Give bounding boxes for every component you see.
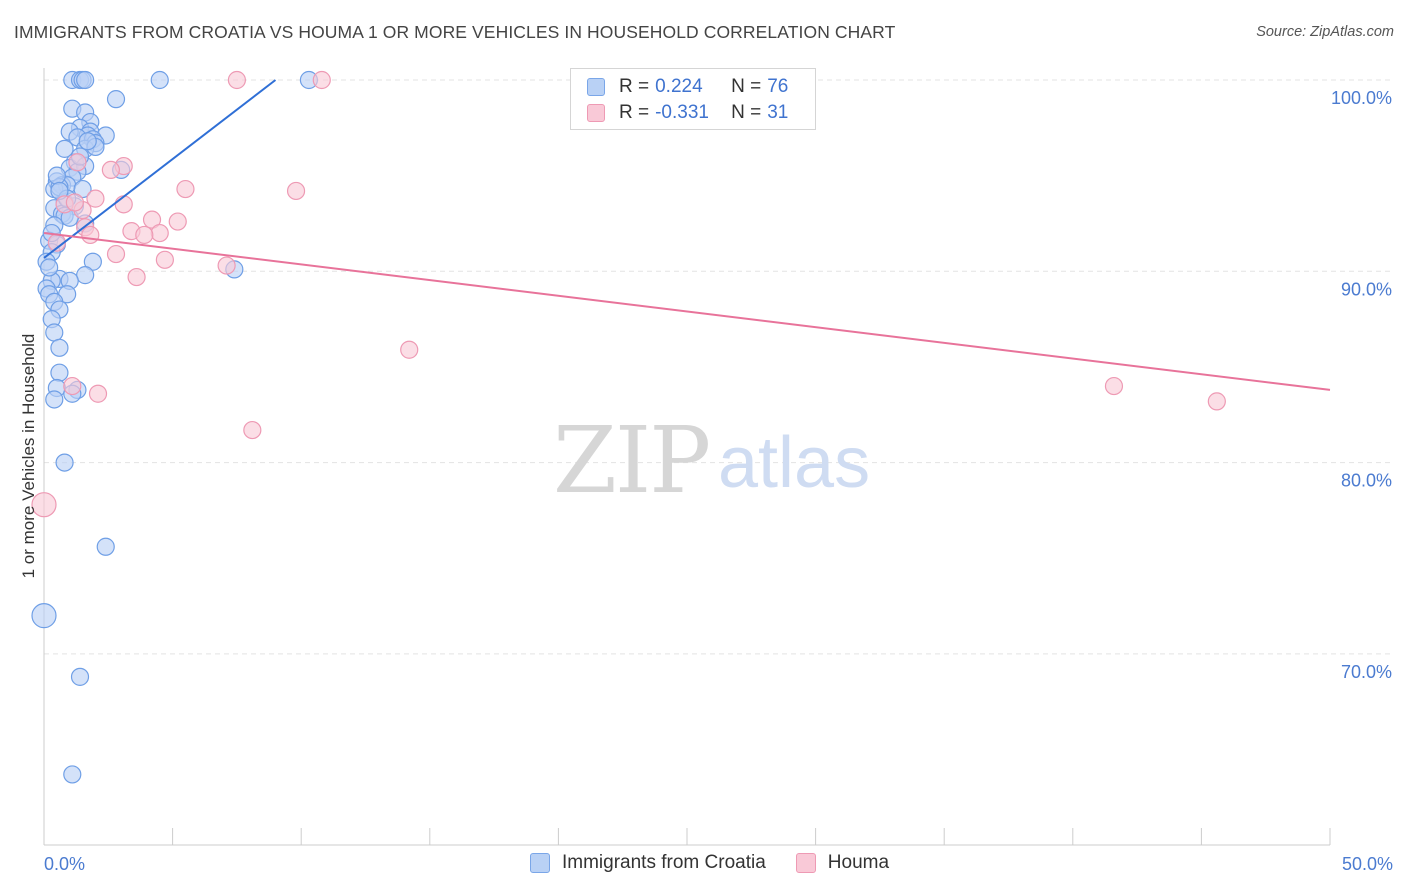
croatia-point	[45, 390, 64, 409]
croatia-point	[47, 166, 66, 185]
houma-point	[400, 340, 419, 359]
croatia-point	[96, 537, 115, 556]
croatia-point	[106, 90, 126, 109]
croatia-point	[50, 363, 69, 382]
legend-r-value: 0.224	[655, 76, 703, 97]
houma-point	[168, 212, 187, 231]
croatia-point	[70, 667, 90, 686]
legend-n-label: N =	[731, 76, 762, 97]
legend-r-label: R =	[619, 102, 650, 123]
croatia-point	[55, 139, 74, 158]
houma-point	[31, 492, 57, 518]
houma-point	[135, 225, 154, 245]
houma-point	[142, 210, 162, 229]
legend-label-houma: Houma	[827, 852, 890, 873]
houma-point	[88, 384, 108, 403]
source-credit: Source: ZipAtlas.com	[1256, 24, 1394, 40]
croatia-point	[73, 179, 92, 199]
legend-row-croatia: R = 0.224 N = 76	[587, 74, 788, 100]
houma-point	[176, 179, 195, 199]
houma-point	[114, 195, 133, 214]
houma-trend-line	[43, 232, 1331, 391]
legend-item-croatia[interactable]: Immigrants from Croatia	[530, 852, 766, 874]
croatia-point	[40, 258, 59, 277]
legend-swatch-blue	[587, 78, 605, 96]
x-tick-label: 50.0%	[1342, 854, 1393, 874]
croatia-point	[83, 252, 102, 271]
houma-point	[243, 420, 262, 440]
legend-swatch-blue	[530, 853, 550, 873]
y-tick-label: 80.0%	[1341, 471, 1392, 491]
watermark-atlas: atlas	[718, 423, 870, 503]
legend-swatch-pink	[587, 104, 605, 122]
stats-legend: R = 0.224 N = 76 R = -0.331 N = 31	[570, 68, 816, 130]
legend-swatch-pink	[795, 853, 816, 873]
houma-point	[155, 250, 174, 269]
trend-lines	[43, 79, 1331, 391]
croatia-point	[45, 323, 64, 342]
x-tick-label: 0.0%	[44, 854, 85, 874]
houma-point	[312, 70, 331, 90]
houma-point	[127, 267, 146, 287]
legend-n-value: 31	[767, 102, 789, 123]
legend-r-label: R =	[619, 76, 650, 97]
legend-row-houma: R = -0.331 N = 31	[587, 100, 788, 126]
croatia-point	[76, 70, 95, 90]
legend-item-houma[interactable]: Houma	[795, 852, 890, 874]
y-axis-label: 1 or more Vehicles in Household	[19, 334, 38, 579]
series-legend: Immigrants from Croatia Houma	[530, 852, 919, 874]
data-points	[31, 70, 1226, 784]
legend-r-value: -0.331	[655, 102, 709, 123]
tick-labels: 100.0% 90.0% 80.0% 70.0% 0.0% 50.0%	[44, 88, 1393, 874]
chart-title: IMMIGRANTS FROM CROATIA VS HOUMA 1 OR MO…	[14, 22, 896, 42]
houma-point	[286, 181, 306, 201]
houma-point	[101, 160, 120, 180]
houma-point	[68, 153, 87, 172]
croatia-point	[55, 453, 74, 472]
watermark: ZIP atlas	[553, 407, 870, 514]
croatia-point	[150, 70, 169, 90]
houma-point	[106, 244, 126, 264]
y-tick-label: 70.0%	[1341, 662, 1392, 682]
houma-point	[227, 70, 246, 90]
houma-point	[81, 225, 100, 245]
houma-point	[217, 256, 236, 275]
croatia-point	[50, 338, 69, 357]
croatia-point	[76, 266, 95, 285]
legend-n-value: 76	[767, 76, 789, 97]
legend-n-label: N =	[731, 102, 762, 123]
croatia-point	[78, 132, 97, 151]
croatia-point	[63, 765, 82, 784]
houma-point	[86, 189, 105, 208]
y-tick-label: 100.0%	[1331, 88, 1392, 108]
houma-point	[65, 193, 84, 212]
legend-label-croatia: Immigrants from Croatia	[562, 852, 766, 873]
grid-lines	[44, 79, 1392, 655]
y-tick-label: 90.0%	[1341, 279, 1392, 299]
houma-point	[63, 376, 82, 396]
houma-point	[1207, 392, 1226, 411]
watermark-zip: ZIP	[553, 407, 709, 514]
houma-point	[150, 223, 169, 243]
houma-point	[1104, 376, 1124, 396]
axes	[43, 68, 1331, 846]
croatia-point	[31, 603, 57, 629]
croatia-trend-line	[43, 79, 277, 259]
